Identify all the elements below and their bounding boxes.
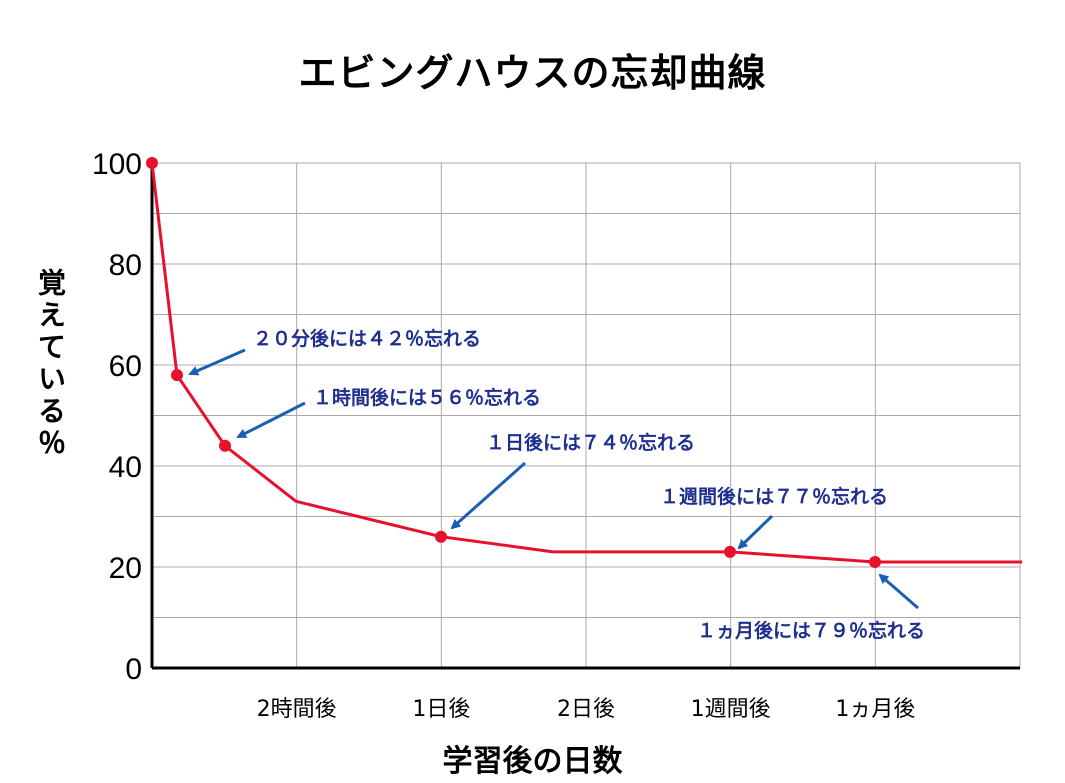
x-tick-label: 2日後 — [557, 697, 615, 722]
y-tick-label: 80 — [109, 249, 142, 282]
x-tick-label: 1ヵ月後 — [835, 697, 915, 722]
annotation-label: ２０分後には４２％忘れる — [253, 327, 481, 350]
series-line — [150, 162, 1022, 564]
data-point — [171, 369, 183, 382]
annotation-label: １ヵ月後には７９％忘れる — [697, 619, 925, 642]
y-tick-label: 100 — [92, 148, 142, 181]
data-point — [219, 439, 231, 452]
x-tick-label: 2時間後 — [257, 697, 337, 722]
annotation-label: １日後には７４％忘れる — [486, 431, 695, 454]
annotation-arrow — [236, 401, 306, 439]
annotation-label: １時間後には５６％忘れる — [313, 386, 541, 409]
y-tick-label: 0 — [125, 653, 142, 686]
y-axis-title: 覚えている％ — [34, 268, 67, 460]
annotation-arrow — [878, 573, 919, 610]
annotation-arrow — [450, 461, 526, 530]
data-point — [869, 555, 881, 568]
data-point — [146, 157, 158, 169]
y-tick-label: 20 — [109, 552, 142, 585]
data-point — [724, 545, 736, 558]
y-tick-label: 40 — [109, 451, 142, 484]
x-tick-label: 1日後 — [412, 697, 470, 722]
annotation-arrow — [188, 348, 246, 376]
annotation-label: １週間後には７７％忘れる — [660, 485, 888, 508]
annotation-arrow — [737, 514, 774, 550]
x-tick-label: 1週間後 — [691, 697, 771, 722]
y-tick-label: 60 — [109, 350, 142, 383]
x-axis-title: 学習後の日数 — [442, 744, 623, 779]
chart-title: エビングハウスの忘却曲線 — [298, 51, 767, 95]
data-point — [435, 530, 447, 543]
